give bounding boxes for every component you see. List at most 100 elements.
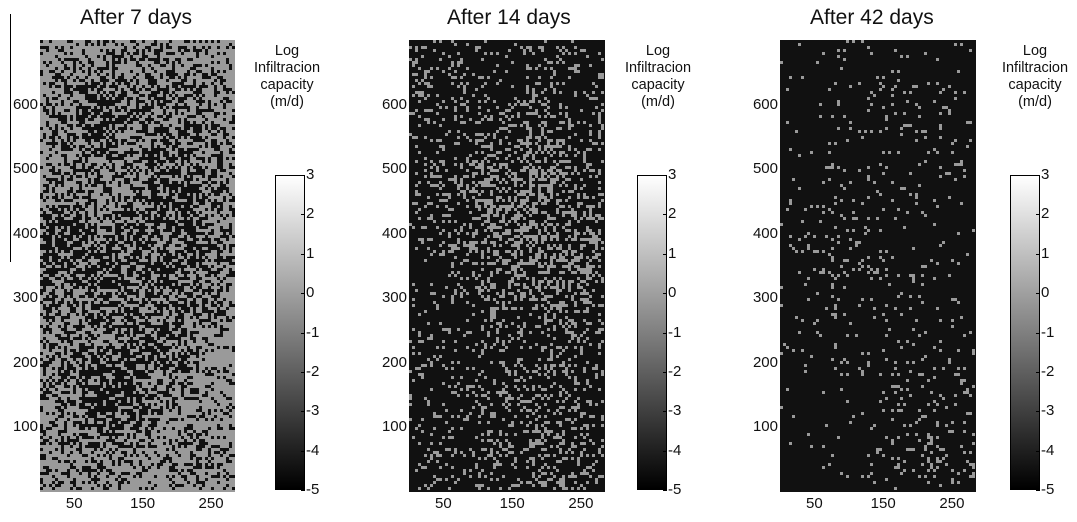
heatmap-cell [496,157,499,160]
heatmap-cell [163,151,166,154]
heatmap-cell [466,175,469,178]
heatmap-cell [67,250,70,253]
heatmap-cell [193,238,196,241]
heatmap-cell [229,226,232,229]
heatmap-cell [79,406,82,409]
heatmap-cell [211,187,214,190]
heatmap-cell [199,322,202,325]
heatmap-cell [187,220,190,223]
heatmap-cell [85,136,88,139]
heatmap-cell [196,352,199,355]
heatmap-cell [142,229,145,232]
heatmap-cell [163,97,166,100]
heatmap-cell [40,325,43,328]
heatmap-cell [211,61,214,64]
heatmap-cell [64,223,67,226]
heatmap-cell [184,211,187,214]
heatmap-cell [52,283,55,286]
heatmap-cell [499,163,502,166]
heatmap-cell [73,412,76,415]
heatmap-cell [178,367,181,370]
heatmap-cell [433,175,436,178]
heatmap-cell [133,268,136,271]
colorbar-tick-mark [301,490,305,491]
heatmap-cell [94,232,97,235]
heatmap-cell [124,421,127,424]
heatmap-cell [214,202,217,205]
heatmap-cell [115,334,118,337]
heatmap-cell [97,334,100,337]
heatmap-cell [133,355,136,358]
heatmap-cell [82,385,85,388]
heatmap-cell [190,229,193,232]
heatmap-cell [184,223,187,226]
heatmap-cell [199,103,202,106]
heatmap-cell [541,91,544,94]
heatmap-cell [103,484,106,487]
heatmap-cell [97,466,100,469]
heatmap-cell [145,181,148,184]
heatmap-cell [145,127,148,130]
heatmap-cell [538,136,541,139]
heatmap-cell [502,112,505,115]
heatmap-cell [94,136,97,139]
heatmap-cell [124,397,127,400]
heatmap-cell [151,295,154,298]
heatmap-cell [76,379,79,382]
heatmap-cell [556,46,559,49]
heatmap-cell [196,460,199,463]
heatmap-cell [49,82,52,85]
heatmap-cell [142,49,145,52]
heatmap-cell [157,148,160,151]
heatmap-cell [109,244,112,247]
heatmap-cell [112,430,115,433]
heatmap-cell [73,232,76,235]
heatmap-cell [169,280,172,283]
heatmap-cell [142,151,145,154]
heatmap-cell [175,73,178,76]
heatmap-cell [595,85,598,88]
heatmap-cell [436,139,439,142]
heatmap-cell [148,466,151,469]
heatmap-cell [472,160,475,163]
heatmap-cell [229,232,232,235]
heatmap-cell [70,58,73,61]
heatmap-cell [130,442,133,445]
heatmap-cell [178,49,181,52]
heatmap-cell [172,220,175,223]
heatmap-cell [157,331,160,334]
heatmap-cell [430,67,433,70]
heatmap-cell [193,265,196,268]
heatmap-cell [121,388,124,391]
heatmap-cell [574,154,577,157]
heatmap-cell [100,127,103,130]
heatmap-cell [226,460,229,463]
heatmap-cell [556,127,559,130]
heatmap-cell [103,352,106,355]
heatmap-cell [133,340,136,343]
heatmap-cell [526,127,529,130]
heatmap-cell [157,454,160,457]
heatmap-cell [91,442,94,445]
heatmap-cell [169,373,172,376]
heatmap-cell [445,169,448,172]
heatmap-cell [187,157,190,160]
heatmap-cell [106,382,109,385]
heatmap-cell [190,436,193,439]
heatmap-cell [184,49,187,52]
heatmap-cell [559,139,562,142]
heatmap-cell [178,82,181,85]
heatmap-cell [115,121,118,124]
heatmap-cell [142,55,145,58]
heatmap-cell [181,193,184,196]
heatmap-cell [190,196,193,199]
heatmap-cell [88,364,91,367]
heatmap-cell [100,295,103,298]
heatmap-cell [196,274,199,277]
heatmap-cell [148,106,151,109]
heatmap-cell [97,181,100,184]
heatmap-cell [100,262,103,265]
heatmap-cell [49,322,52,325]
heatmap-cell [541,151,544,154]
heatmap-cell [196,391,199,394]
